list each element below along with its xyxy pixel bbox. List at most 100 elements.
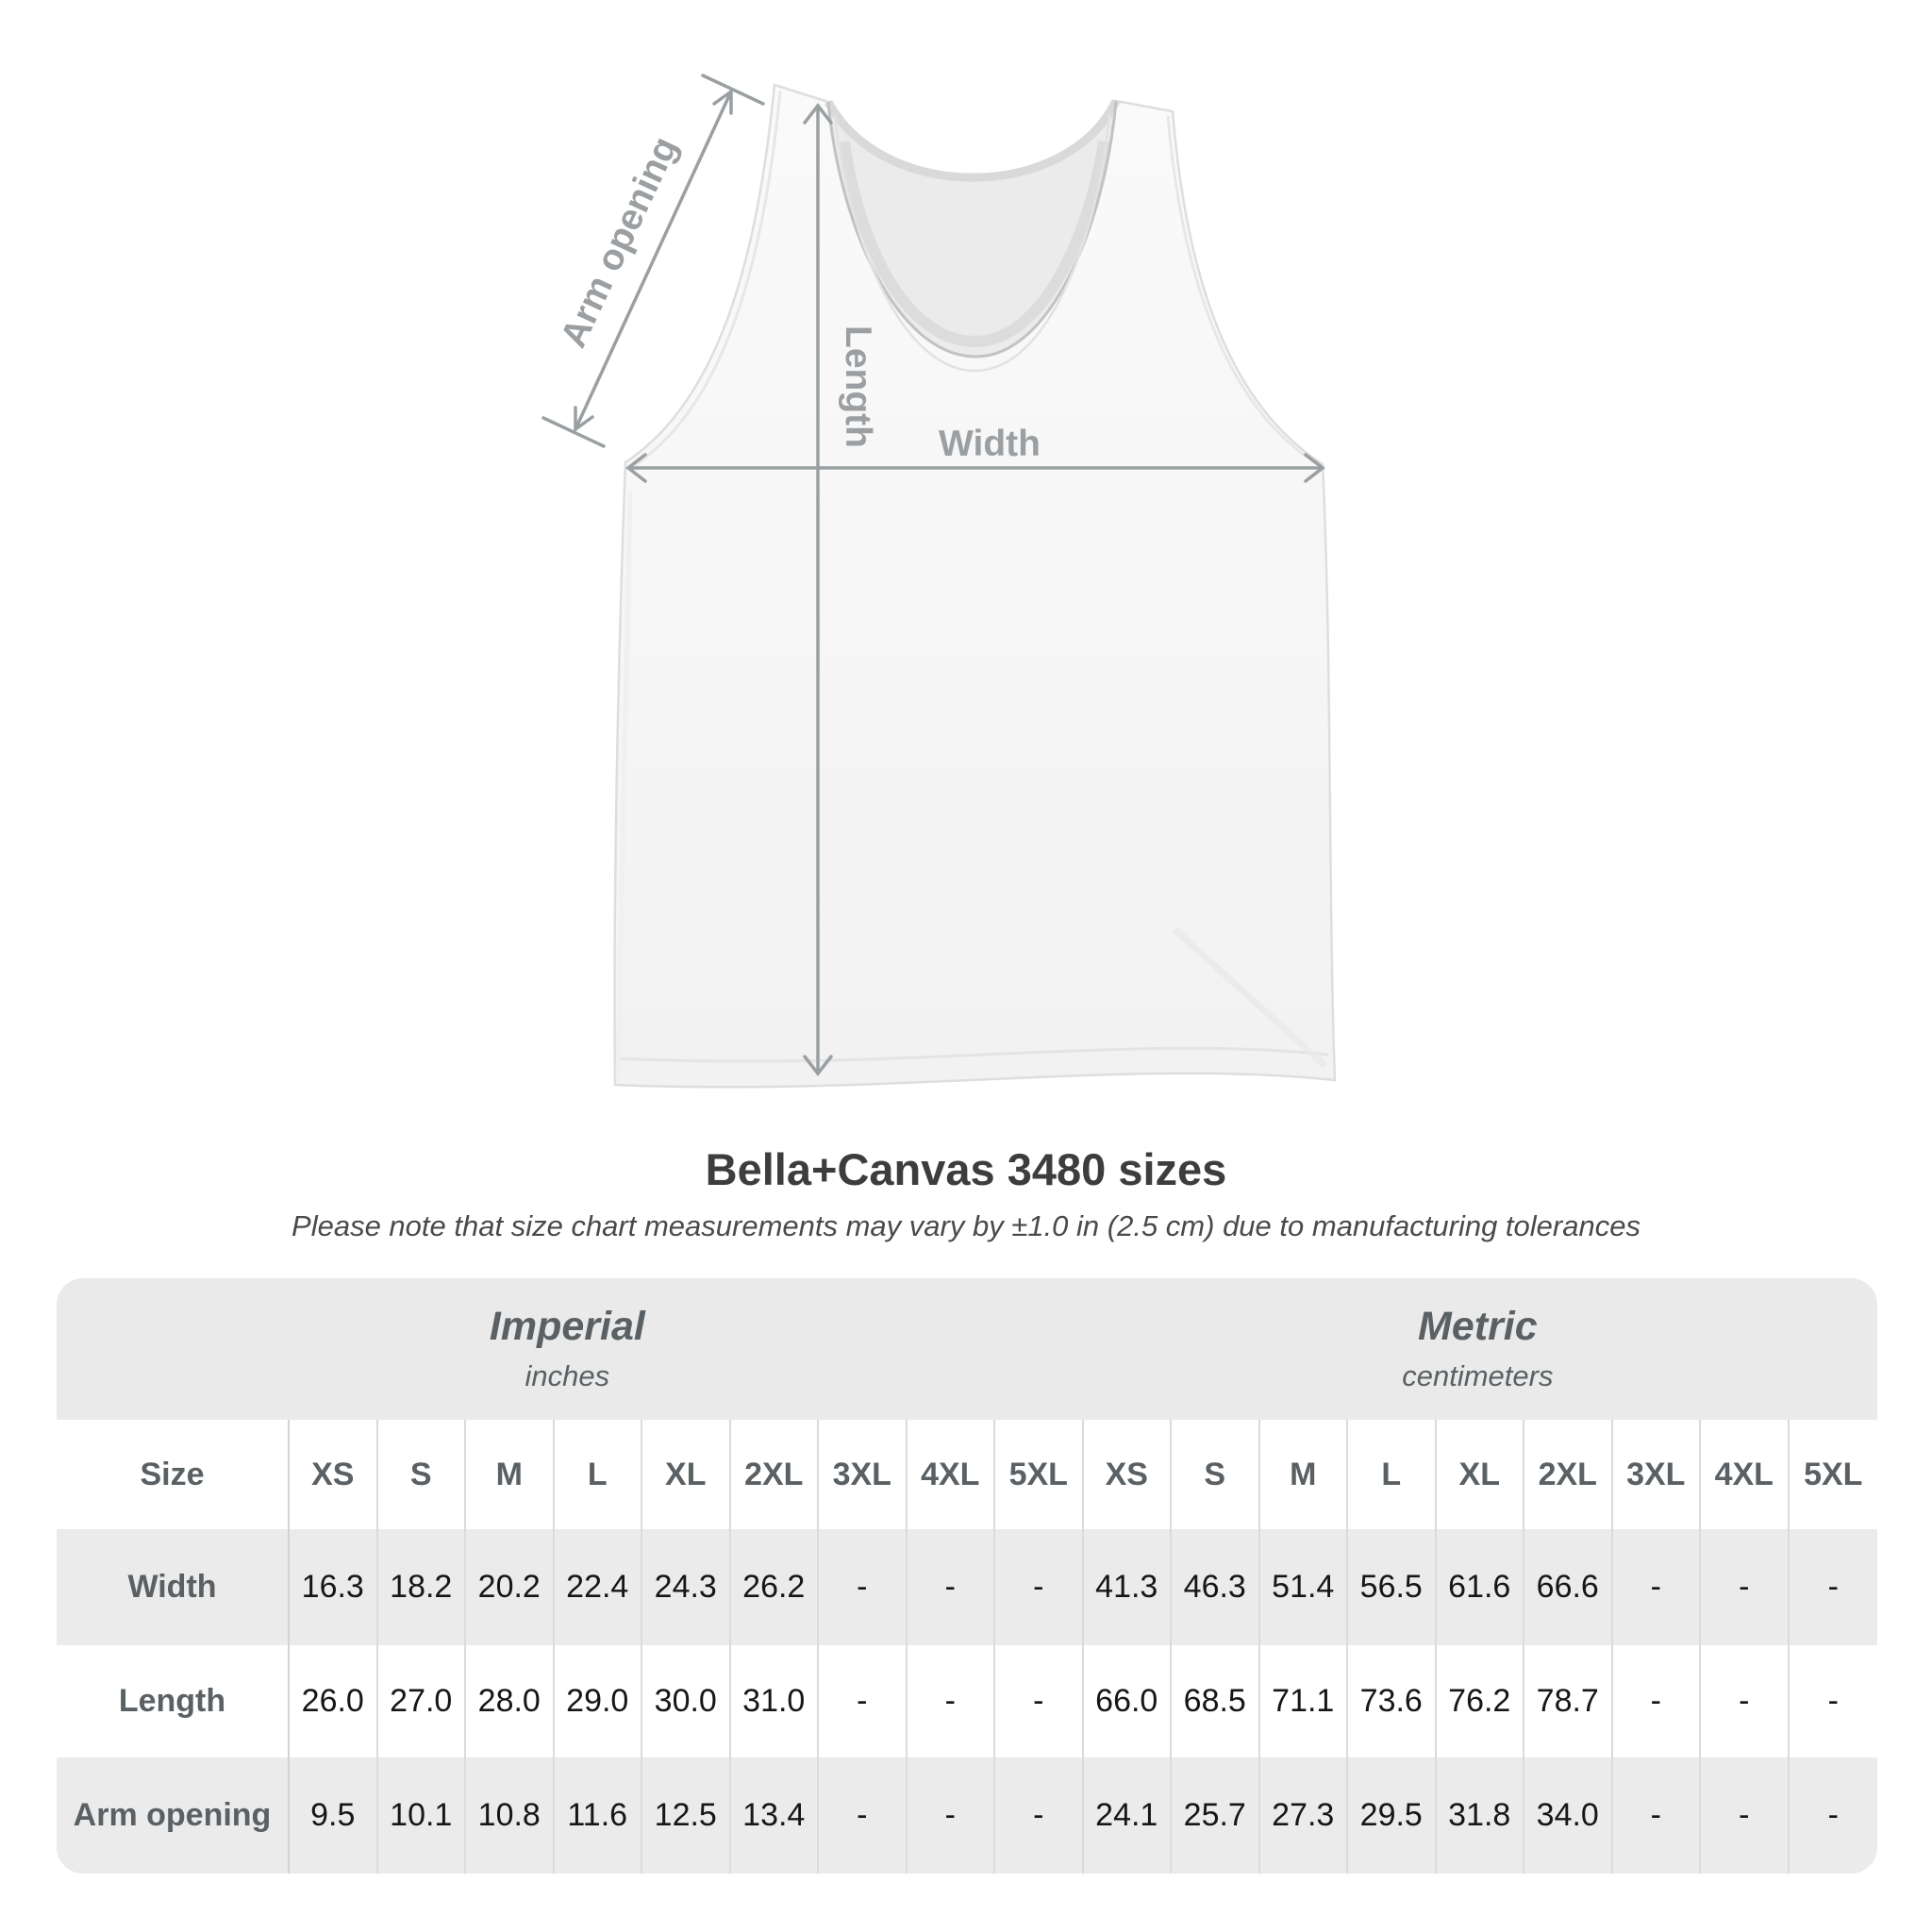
- value-cell: 56.5: [1348, 1529, 1437, 1645]
- value-cell: 66.6: [1524, 1529, 1613, 1645]
- size-header-s: S: [377, 1420, 466, 1529]
- size-header-xl: XL: [1436, 1420, 1524, 1529]
- row-label: Width: [57, 1529, 290, 1645]
- value-cell: 34.0: [1524, 1757, 1613, 1874]
- value-cell: 29.0: [554, 1645, 642, 1757]
- size-header-2xl: 2XL: [730, 1420, 819, 1529]
- size-header-4xl: 4XL: [907, 1420, 995, 1529]
- unit-header-band: Imperial inches Metric centimeters: [57, 1278, 1877, 1420]
- page-title: Bella+Canvas 3480 sizes: [705, 1144, 1227, 1194]
- value-cell: 28.0: [466, 1645, 555, 1757]
- size-header-5xl: 5XL: [1789, 1420, 1877, 1529]
- back-collar-seam: [824, 99, 1121, 182]
- value-cell: -: [1789, 1757, 1877, 1874]
- neck-rim-seam: [826, 100, 1118, 358]
- value-cell: 24.3: [642, 1529, 731, 1645]
- value-cell: -: [995, 1757, 1084, 1874]
- size-header-xs: XS: [290, 1420, 378, 1529]
- value-cell: -: [995, 1529, 1084, 1645]
- size-grid: Size XS S M L XL 2XL 3XL 4XL 5XL XS S M L XL 2XL 3XL 4XL 5…: [57, 1420, 1877, 1874]
- value-cell: 61.6: [1436, 1529, 1524, 1645]
- value-cell: 10.8: [466, 1757, 555, 1874]
- imperial-header: Imperial inches: [57, 1278, 1078, 1420]
- size-table: Imperial inches Metric centimeters Size X…: [57, 1278, 1877, 1874]
- value-cell: 13.4: [730, 1757, 819, 1874]
- row-label: Length: [57, 1645, 290, 1757]
- value-cell: 27.3: [1259, 1757, 1348, 1874]
- value-cell: 68.5: [1172, 1645, 1260, 1757]
- value-cell: 46.3: [1172, 1529, 1260, 1645]
- value-cell: 30.0: [642, 1645, 731, 1757]
- row-label: Arm opening: [57, 1757, 290, 1874]
- tolerance-note: Please note that size chart measurements…: [291, 1209, 1641, 1242]
- imperial-unit-label: inches: [525, 1358, 610, 1392]
- metric-label: Metric: [1418, 1304, 1538, 1350]
- width-label: Width: [939, 424, 1041, 464]
- neck-shadow: [839, 141, 1109, 348]
- width-arrow: [625, 453, 1325, 483]
- value-cell: -: [907, 1529, 995, 1645]
- size-header-m: M: [1259, 1420, 1348, 1529]
- left-armhole-seam: [634, 90, 782, 467]
- value-cell: 20.2: [466, 1529, 555, 1645]
- size-header-xs: XS: [1083, 1420, 1172, 1529]
- value-cell: -: [1789, 1529, 1877, 1645]
- size-header-xl: XL: [642, 1420, 731, 1529]
- fold-line: [1172, 926, 1328, 1069]
- imperial-label: Imperial: [489, 1304, 645, 1350]
- value-cell: 16.3: [290, 1529, 378, 1645]
- value-cell: -: [819, 1529, 908, 1645]
- size-header-2xl: 2XL: [1524, 1420, 1613, 1529]
- value-cell: -: [1701, 1645, 1790, 1757]
- value-cell: 25.7: [1172, 1757, 1260, 1874]
- size-header-l: L: [1348, 1420, 1437, 1529]
- value-cell: -: [1701, 1529, 1790, 1645]
- value-cell: 24.1: [1083, 1757, 1172, 1874]
- value-cell: 41.3: [1083, 1529, 1172, 1645]
- right-armhole-seam: [1166, 115, 1314, 463]
- fold-line-2: [615, 490, 633, 1076]
- value-cell: -: [907, 1757, 995, 1874]
- value-cell: 31.0: [730, 1645, 819, 1757]
- value-cell: 22.4: [554, 1529, 642, 1645]
- value-cell: -: [907, 1645, 995, 1757]
- tank-top-diagram: Width Length Arm opening: [541, 74, 1337, 1089]
- value-cell: 73.6: [1348, 1645, 1437, 1757]
- value-cell: 12.5: [642, 1757, 731, 1874]
- size-header-m: M: [466, 1420, 555, 1529]
- size-header-5xl: 5XL: [995, 1420, 1084, 1529]
- value-cell: 10.1: [377, 1757, 466, 1874]
- value-cell: -: [819, 1757, 908, 1874]
- neck-binding-line: [833, 113, 1111, 373]
- value-cell: 9.5: [290, 1757, 378, 1874]
- size-column-header: Size: [57, 1420, 290, 1529]
- value-cell: 18.2: [377, 1529, 466, 1645]
- metric-header: Metric centimeters: [1078, 1278, 1877, 1420]
- arm-opening-arrow: [541, 74, 765, 448]
- hem-seam: [620, 1046, 1329, 1063]
- length-label: Length: [838, 325, 878, 448]
- value-cell: 51.4: [1259, 1529, 1348, 1645]
- value-cell: 26.2: [730, 1529, 819, 1645]
- value-cell: 78.7: [1524, 1645, 1613, 1757]
- value-cell: -: [1612, 1529, 1701, 1645]
- value-cell: -: [1612, 1645, 1701, 1757]
- value-cell: 31.8: [1436, 1757, 1524, 1874]
- value-cell: -: [995, 1645, 1084, 1757]
- arm-opening-label: Arm opening: [553, 131, 686, 354]
- value-cell: 29.5: [1348, 1757, 1437, 1874]
- value-cell: -: [1789, 1645, 1877, 1757]
- value-cell: 11.6: [554, 1757, 642, 1874]
- value-cell: -: [1612, 1757, 1701, 1874]
- value-cell: 26.0: [290, 1645, 378, 1757]
- value-cell: 71.1: [1259, 1645, 1348, 1757]
- length-arrow: [803, 103, 833, 1076]
- value-cell: 66.0: [1083, 1645, 1172, 1757]
- value-cell: -: [819, 1645, 908, 1757]
- value-cell: 76.2: [1436, 1645, 1524, 1757]
- size-header-l: L: [554, 1420, 642, 1529]
- metric-unit-label: centimeters: [1402, 1358, 1554, 1392]
- size-header-3xl: 3XL: [819, 1420, 908, 1529]
- value-cell: 27.0: [377, 1645, 466, 1757]
